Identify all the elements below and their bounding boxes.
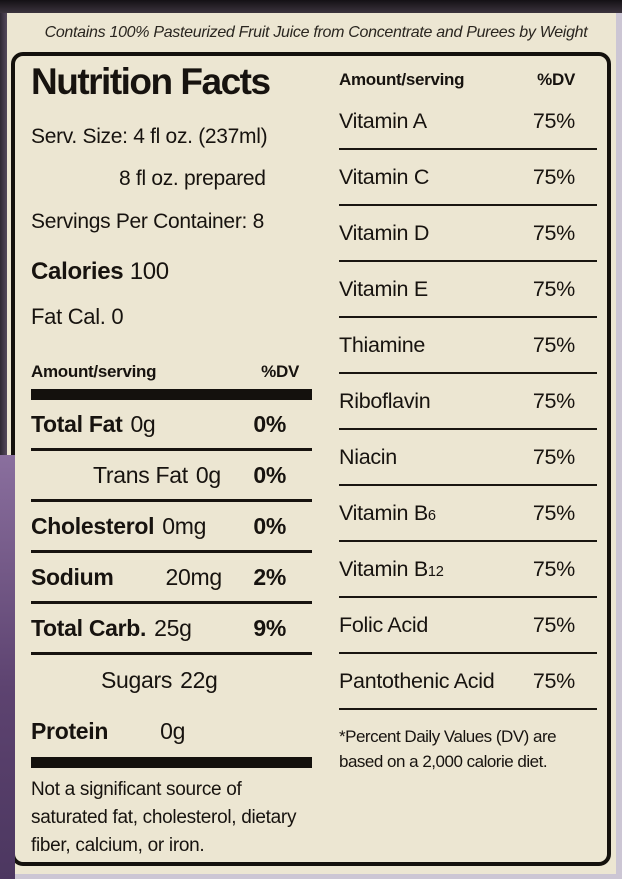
vitamin-row-vitamin-b6: Vitamin B6 75% [339,486,597,542]
vitamin-name: Vitamin B [339,556,428,581]
nutrient-row-sugars: Sugars 22g [31,655,312,706]
vitamin-row-niacin: Niacin 75% [339,430,597,486]
package-left-edge [0,13,7,483]
vitamin-dv: 75% [532,276,575,301]
vitamin-row-vitamin-c: Vitamin C 75% [339,150,597,206]
left-column: Nutrition Facts Serv. Size: 4 fl oz. (23… [15,56,327,862]
nutrient-row-total-carb: Total Carb. 25g 9% [31,604,312,655]
vitamin-dv: 75% [532,612,575,637]
percent-dv-header: %DV [537,70,575,89]
not-significant-note: Not a significant source of saturated fa… [31,779,297,856]
nutrient-name: Sodium [31,563,114,590]
nutrition-facts-title: Nutrition Facts [31,61,271,102]
nutrient-amount: 0g [130,410,156,437]
nutrient-amount: 22g [180,667,218,693]
vitamin-dv: 75% [532,388,575,413]
vitamin-dv: 75% [532,332,575,357]
vitamin-row-vitamin-e: Vitamin E 75% [339,262,597,318]
vitamin-name-subscript: 6 [427,507,436,524]
servings-per-container: Servings Per Container: 8 [31,210,264,233]
nutrient-amount: 0mg [162,512,207,539]
fat-calories-line: Fat Cal. 0 [31,304,124,329]
nutrient-amount: 25g [154,614,192,641]
nutrient-name: Total Carb. [31,614,147,641]
vitamin-row-thiamine: Thiamine 75% [339,318,597,374]
vitamin-name: Niacin [339,444,397,469]
nutrient-dv: 0% [253,410,286,437]
percent-dv-header: %DV [261,362,299,381]
nutrient-name: Cholesterol [31,512,155,539]
vitamin-row-folic-acid: Folic Acid 75% [339,598,597,654]
calories-label: Calories [31,258,124,285]
vitamin-dv: 75% [532,164,575,189]
vitamin-name: Thiamine [339,332,426,357]
nutrient-row-sodium: Sodium 20mg 2% [31,553,312,604]
nutrient-row-cholesterol: Cholesterol 0mg 0% [31,502,312,553]
nutrient-name: Trans Fat [93,461,188,488]
nutrient-row-trans-fat: Trans Fat 0g 0% [31,451,312,502]
divider-bar [31,389,312,400]
vitamin-dv: 75% [532,444,575,469]
vitamin-dv: 75% [532,556,575,581]
nutrient-amount: 20mg [165,563,223,590]
nutrient-row-protein: Protein 0g [31,706,312,757]
vitamin-name: Riboflavin [339,388,431,413]
vitamin-name: Vitamin D [339,220,430,245]
nutrient-amount: 0g [195,461,221,488]
juice-content-note: Contains 100% Pasteurized Fruit Juice fr… [44,23,588,41]
daily-values-footnote: *Percent Daily Values (DV) are based on … [339,727,557,771]
nutrient-name: Protein [31,718,109,744]
package-purple-edge [0,455,15,879]
amount-serving-header: Amount/serving [31,362,157,381]
nutrient-row-total-fat: Total Fat 0g 0% [31,400,312,451]
vitamin-row-vitamin-a: Vitamin A 75% [339,94,597,150]
serving-size-line2: 8 fl oz. prepared [119,167,266,190]
nutrient-name: Sugars [101,667,173,693]
vitamin-row-vitamin-b12: Vitamin B12 75% [339,542,597,598]
vitamin-dv: 75% [532,108,575,133]
left-table-header: Amount/serving %DV [31,358,327,386]
vitamin-name: Vitamin C [339,164,430,189]
nutrient-dv: 0% [253,512,286,539]
right-column: Amount/serving %DV Vitamin A 75% Vitamin… [327,56,607,862]
nutrient-dv: 9% [253,614,286,641]
vitamin-dv: 75% [532,668,575,693]
nutrient-dv: 2% [253,563,286,590]
nutrient-name: Total Fat [31,410,123,437]
nutrient-amount: 0g [160,718,186,744]
vitamin-name: Vitamin E [339,276,428,301]
vitamin-dv: 75% [532,220,575,245]
vitamin-name: Vitamin B [339,500,428,525]
vitamin-row-vitamin-d: Vitamin D 75% [339,206,597,262]
amount-serving-header: Amount/serving [339,70,465,89]
right-table-header: Amount/serving %DV [339,66,597,94]
vitamin-name: Folic Acid [339,612,429,637]
vitamin-name: Vitamin A [339,108,427,133]
vitamin-name-subscript: 12 [427,563,444,580]
calories-line: Calories 100 [31,246,327,298]
calories-value: 100 [129,258,169,285]
nutrient-dv: 0% [253,461,286,488]
photo-top-edge [0,0,622,13]
vitamin-dv: 75% [532,500,575,525]
divider-bar [31,757,312,768]
nutrition-facts-box: Nutrition Facts Serv. Size: 4 fl oz. (23… [11,52,611,866]
vitamin-name: Pantothenic Acid [339,668,495,693]
vitamin-row-riboflavin: Riboflavin 75% [339,374,597,430]
serving-size-line1: Serv. Size: 4 fl oz. (237ml) [31,125,268,148]
nutrition-label: Contains 100% Pasteurized Fruit Juice fr… [6,13,616,874]
vitamin-row-pantothenic-acid: Pantothenic Acid 75% [339,654,597,710]
